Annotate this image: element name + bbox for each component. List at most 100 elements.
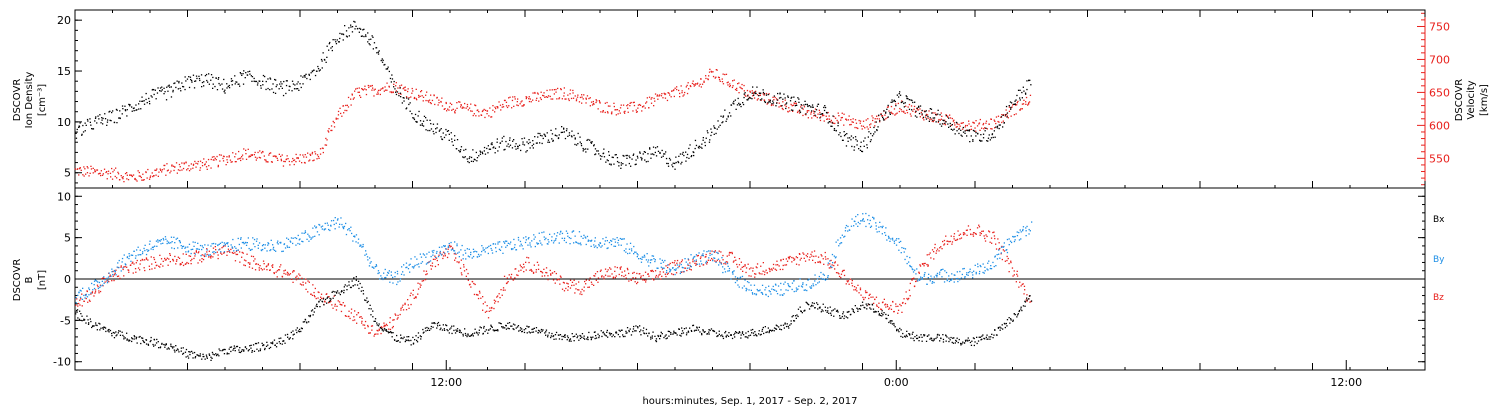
by-point <box>410 264 411 265</box>
velocity-point <box>907 112 908 113</box>
by-point <box>984 273 985 274</box>
by-point <box>722 272 723 273</box>
density-point <box>755 93 756 94</box>
density-point <box>229 85 230 86</box>
density-point <box>354 28 355 29</box>
density-point <box>96 122 97 123</box>
velocity-point <box>1023 103 1024 104</box>
bz-point <box>571 285 572 286</box>
density-point <box>339 38 340 39</box>
velocity-point <box>840 120 841 121</box>
density-point <box>213 84 214 85</box>
bz-point <box>259 265 260 266</box>
by-point <box>899 242 900 243</box>
velocity-point <box>500 109 501 110</box>
velocity-point <box>279 154 280 155</box>
by-point <box>229 250 230 251</box>
bz-point <box>594 275 595 276</box>
density-point <box>222 88 223 89</box>
velocity-point <box>131 175 132 176</box>
velocity-point <box>487 110 488 111</box>
by-point <box>220 251 221 252</box>
bz-point <box>901 305 902 306</box>
bz-point <box>640 277 641 278</box>
density-point <box>558 137 559 138</box>
density-point <box>465 149 466 150</box>
bz-point <box>865 297 866 298</box>
density-point <box>431 128 432 129</box>
velocity-point <box>913 109 914 110</box>
density-point <box>382 62 383 63</box>
velocity-point <box>502 104 503 105</box>
bx-point <box>200 353 201 354</box>
density-point <box>310 79 311 80</box>
by-point <box>901 247 902 248</box>
by-point <box>87 296 88 297</box>
by-point <box>381 277 382 278</box>
bz-point <box>951 236 952 237</box>
density-point <box>302 83 303 84</box>
bx-point <box>79 319 80 320</box>
density-point <box>475 159 476 160</box>
bz-point <box>632 273 633 274</box>
velocity-point <box>348 97 349 98</box>
bz-point <box>739 258 740 259</box>
density-point <box>575 138 576 139</box>
bx-point <box>111 333 112 334</box>
density-point <box>462 156 463 157</box>
velocity-point <box>116 177 117 178</box>
bx-point <box>308 321 309 322</box>
velocity-point <box>934 112 935 113</box>
velocity-point <box>932 112 933 113</box>
bx-point <box>377 324 378 325</box>
density-point <box>577 143 578 144</box>
bz-point <box>473 283 474 284</box>
bz-point <box>313 292 314 293</box>
bz-point <box>461 272 462 273</box>
density-point <box>515 143 516 144</box>
density-point <box>449 134 450 135</box>
bz-point <box>626 278 627 279</box>
bx-point <box>210 360 211 361</box>
by-point <box>602 245 603 246</box>
bx-point <box>219 348 220 349</box>
density-point <box>1023 87 1024 88</box>
bx-point <box>241 351 242 352</box>
by-point <box>459 252 460 253</box>
by-point <box>296 238 297 239</box>
density-point <box>107 119 108 120</box>
velocity-point <box>512 96 513 97</box>
by-point <box>547 243 548 244</box>
by-point <box>909 257 910 258</box>
by-point <box>631 248 632 249</box>
bz-point <box>480 298 481 299</box>
velocity-point <box>911 115 912 116</box>
velocity-point <box>405 87 406 88</box>
velocity-point <box>261 152 262 153</box>
by-point <box>523 237 524 238</box>
bx-point <box>365 300 366 301</box>
velocity-point <box>363 89 364 90</box>
velocity-point <box>544 97 545 98</box>
bx-point <box>84 319 85 320</box>
by-point <box>782 295 783 296</box>
bz-point <box>978 225 979 226</box>
by-point <box>939 274 940 275</box>
by-point <box>961 277 962 278</box>
velocity-point <box>838 113 839 114</box>
bz-point <box>239 262 240 263</box>
bz-point <box>937 249 938 250</box>
by-point <box>448 247 449 248</box>
velocity-point <box>147 177 148 178</box>
velocity-point <box>744 90 745 91</box>
bz-point <box>400 308 401 309</box>
by-point <box>802 282 803 283</box>
bz-point <box>869 294 870 295</box>
density-point <box>717 120 718 121</box>
top-right-tick-label: 600 <box>1429 119 1450 132</box>
by-point <box>871 226 872 227</box>
bz-point <box>748 264 749 265</box>
by-point <box>930 280 931 281</box>
by-point <box>539 240 540 241</box>
by-point <box>727 263 728 264</box>
